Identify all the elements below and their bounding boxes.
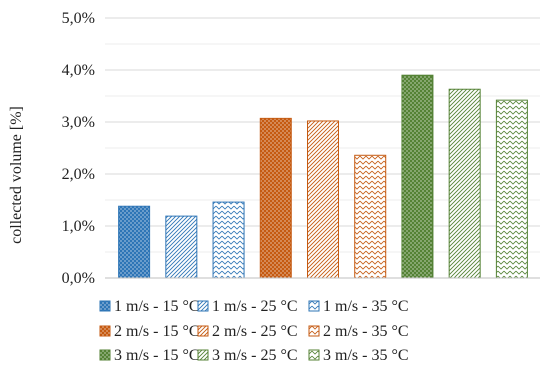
legend-swatch [308,300,320,312]
bar [212,201,245,279]
legend-swatch [308,325,320,337]
bar [165,215,198,279]
legend-swatch [197,349,209,361]
y-tick-labels: 0,0% 1,0% 2,0% 3,0% 4,0% 5,0% [62,10,95,287]
legend-label: 1 m/s - 15 °C [114,298,200,315]
legend-swatch [308,349,320,361]
bar [448,88,481,279]
legend-swatch [99,349,111,361]
legend-label: 3 m/s - 25 °C [212,347,298,364]
legend-label: 3 m/s - 35 °C [323,347,409,364]
legend-swatch [197,325,209,337]
legend-swatch [197,300,209,312]
y-tick-label: 0,0% [62,270,95,287]
legend-label: 1 m/s - 35 °C [323,298,409,315]
y-tick-label: 1,0% [62,218,95,235]
bar [307,120,339,279]
legend-label: 2 m/s - 15 °C [114,323,200,340]
bar [495,99,528,279]
legend-item: 2 m/s - 35 °C [308,323,409,340]
y-axis-label: collected volume [%] [8,106,25,244]
legend: 1 m/s - 15 °C 1 m/s - 25 °C 1 m/s - 35 °C 2… [99,298,409,364]
y-tick-label: 2,0% [62,166,95,183]
bar [401,74,434,279]
legend-swatch [99,325,111,337]
legend-item: 2 m/s - 15 °C [99,323,200,340]
legend-item: 3 m/s - 35 °C [308,347,409,364]
y-tick-label: 4,0% [62,62,95,79]
legend-item: 1 m/s - 35 °C [308,298,409,315]
y-tick-label: 3,0% [62,114,95,131]
legend-item: 1 m/s - 15 °C [99,298,200,315]
bar [118,205,151,279]
legend-item: 1 m/s - 25 °C [197,298,298,315]
legend-label: 1 m/s - 25 °C [212,298,298,315]
bar [354,154,387,279]
legend-item: 3 m/s - 15 °C [99,347,200,364]
y-tick-label: 5,0% [62,10,95,27]
legend-swatch [99,300,111,312]
legend-item: 2 m/s - 25 °C [197,323,298,340]
legend-label: 2 m/s - 25 °C [212,323,298,340]
legend-item: 3 m/s - 25 °C [197,347,298,364]
legend-label: 3 m/s - 15 °C [114,347,200,364]
legend-label: 2 m/s - 35 °C [323,323,409,340]
bar [259,117,292,279]
bars [118,74,528,279]
